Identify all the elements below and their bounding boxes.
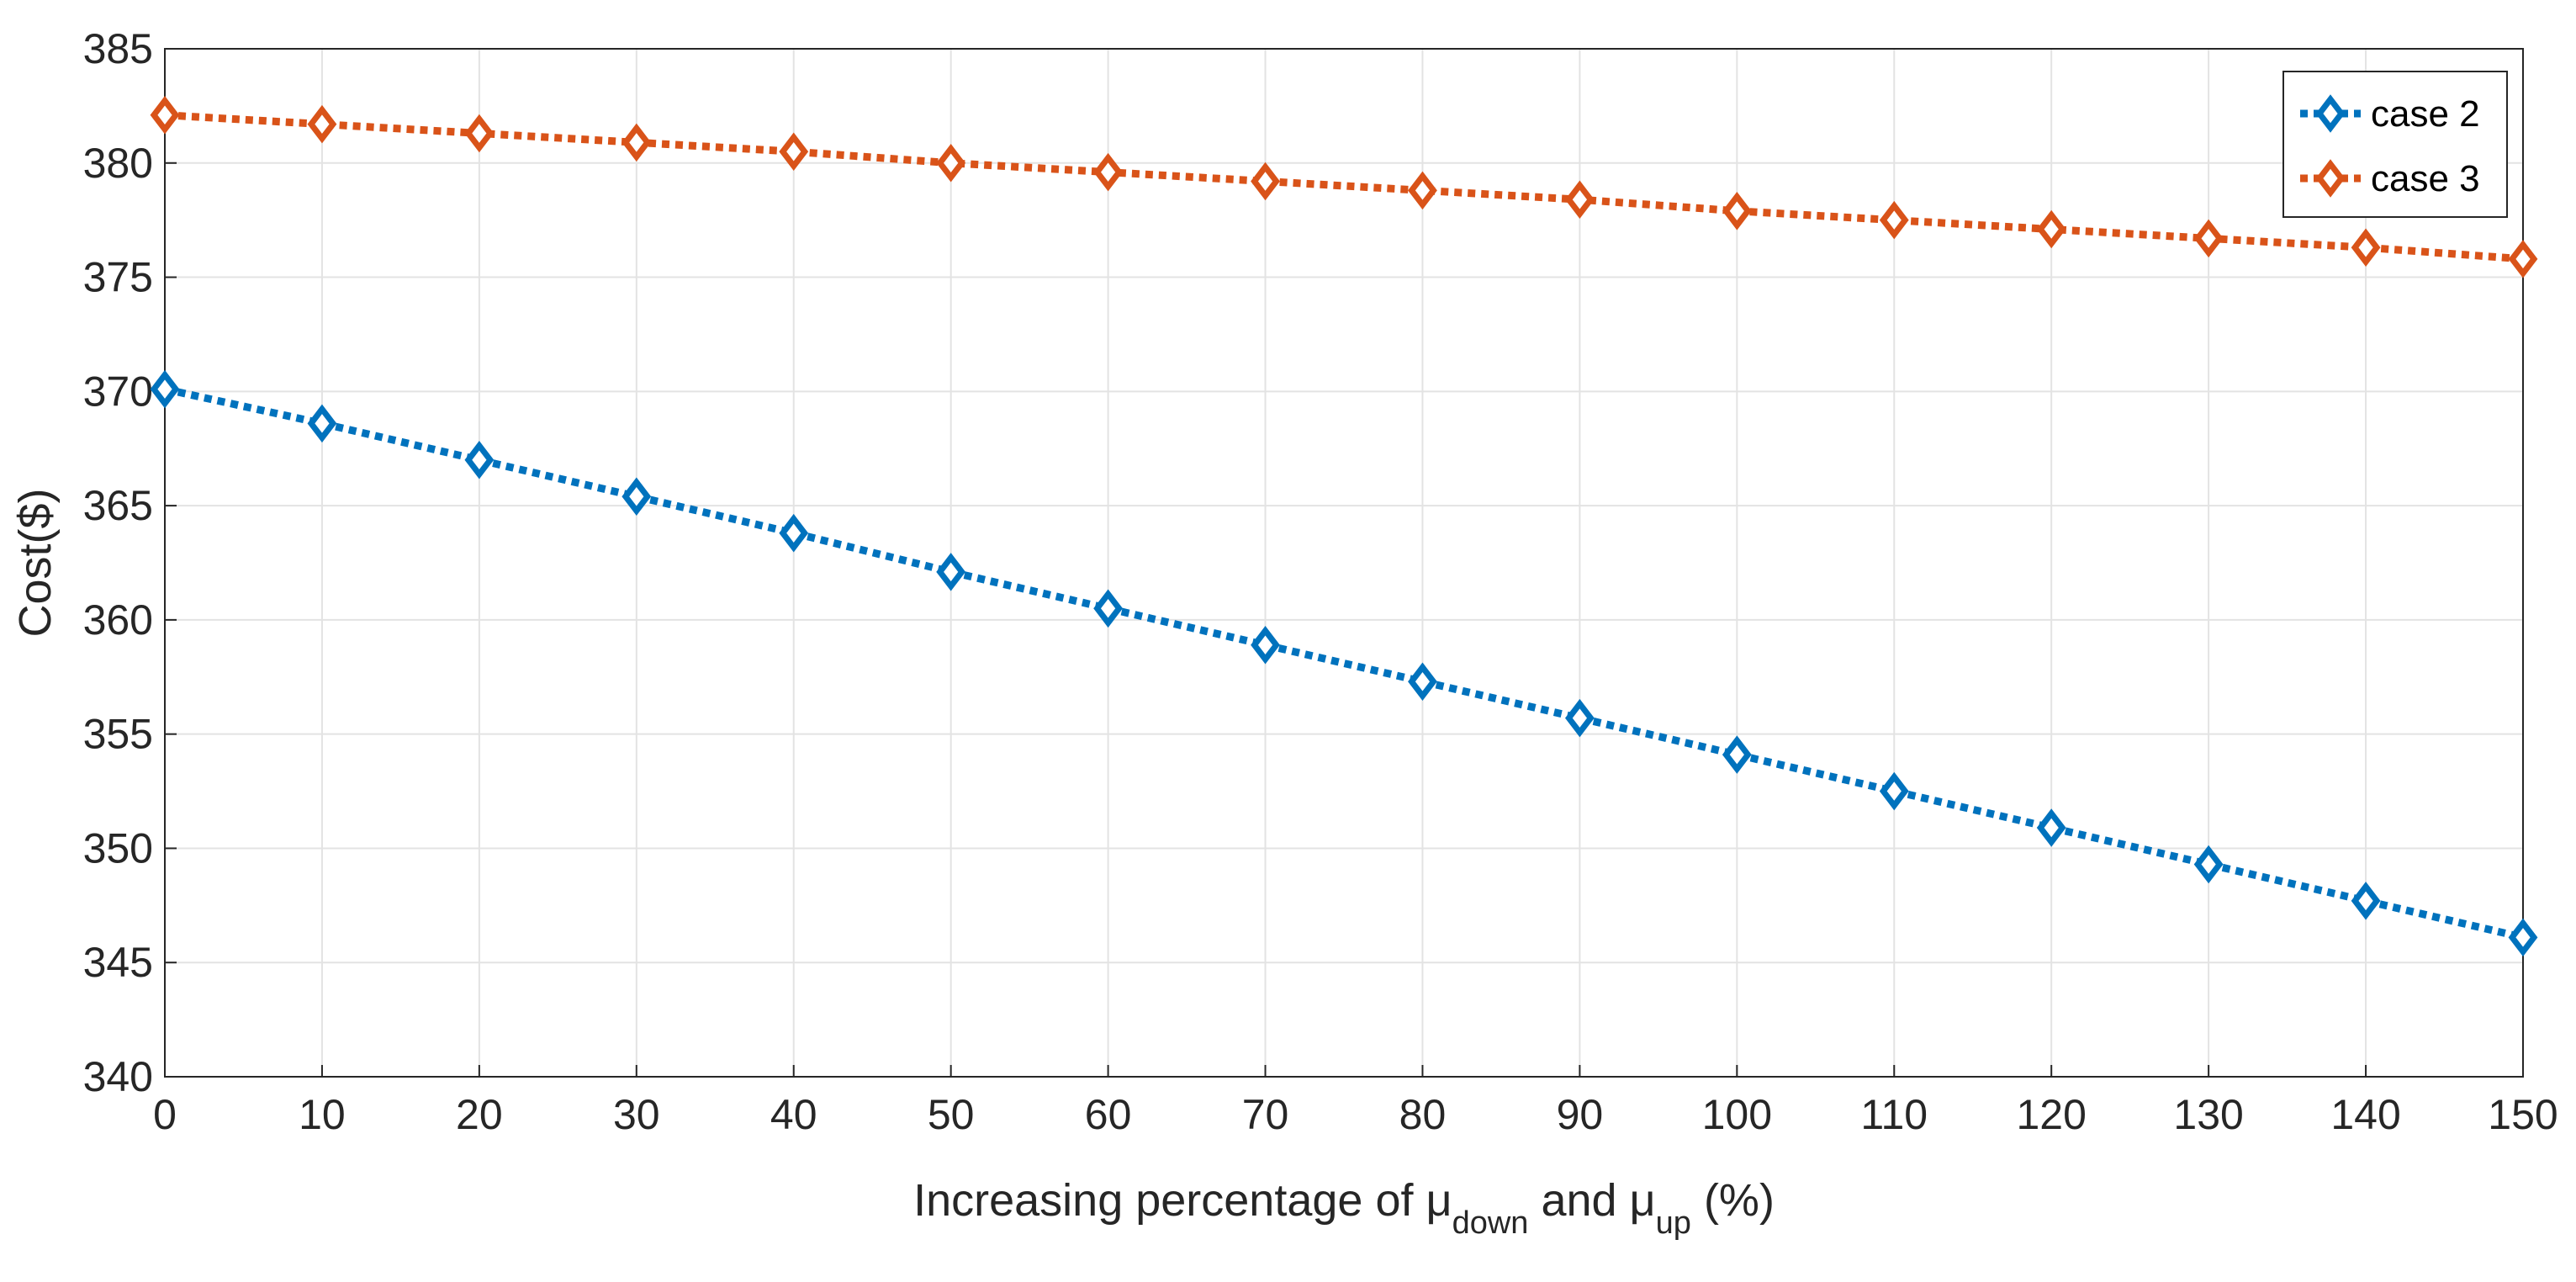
data-point-marker	[307, 404, 337, 443]
data-point-marker	[1879, 771, 1909, 811]
y-tick-label: 340	[83, 1053, 153, 1100]
x-tick-label: 10	[299, 1091, 346, 1138]
data-point-marker	[1251, 625, 1280, 665]
data-point-marker	[2351, 882, 2381, 920]
x-tick-label: 130	[2173, 1091, 2243, 1138]
data-point-marker	[2508, 918, 2538, 957]
data-point-marker	[1722, 192, 1752, 230]
y-tick-label: 360	[83, 596, 153, 644]
data-point-marker	[2193, 845, 2224, 884]
data-point-marker	[1408, 662, 1437, 701]
legend-item: case 3	[2300, 158, 2480, 199]
legend-label: case 3	[2371, 158, 2480, 199]
series-line	[164, 111, 2524, 263]
data-point-marker	[464, 441, 495, 479]
y-tick-label: 355	[83, 711, 153, 758]
data-point-marker	[1564, 698, 1595, 738]
data-point-marker	[622, 477, 652, 517]
y-axis-ticks: 340 345 350 355 360 365 370 375 380 385	[83, 25, 177, 1100]
x-axis-title-prefix: Increasing percentage of μ	[913, 1175, 1452, 1226]
data-point-marker	[1093, 589, 1124, 628]
data-point-marker	[622, 123, 652, 162]
y-tick-label: 370	[83, 368, 153, 415]
x-tick-label: 100	[1702, 1091, 1772, 1138]
x-tick-label: 20	[456, 1091, 503, 1138]
data-point-marker	[936, 553, 966, 591]
x-tick-label: 0	[153, 1091, 177, 1138]
data-point-marker	[2508, 240, 2538, 278]
data-point-marker	[307, 104, 337, 144]
data-point-marker	[150, 369, 180, 409]
data-point-marker	[779, 513, 809, 553]
data-point-marker	[1251, 162, 1280, 201]
x-tick-label: 40	[770, 1091, 817, 1138]
data-point-marker	[1722, 735, 1752, 774]
y-tick-label: 375	[83, 254, 153, 301]
x-tick-label: 120	[2016, 1091, 2086, 1138]
series-case-3	[150, 95, 2538, 278]
data-point-marker	[936, 144, 966, 183]
data-point-marker	[2036, 209, 2066, 249]
data-point-marker	[150, 95, 180, 135]
y-tick-label: 345	[83, 939, 153, 986]
data-point-marker	[2351, 228, 2381, 268]
legend: case 2 case 3	[2282, 71, 2508, 218]
data-point-marker	[1564, 180, 1595, 219]
x-axis-title-suffix: (%)	[1691, 1175, 1775, 1226]
x-axis-title-middle: and μ	[1528, 1175, 1655, 1226]
x-axis-title-sub-up: up	[1656, 1205, 1691, 1241]
x-tick-label: 60	[1085, 1091, 1132, 1138]
data-point-marker	[2193, 219, 2224, 258]
x-axis-ticks: 0 10 20 30 40 50 60 70 80 90 100 110 120 130 140 150	[153, 1065, 2558, 1138]
y-tick-label: 350	[83, 824, 153, 871]
y-tick-label: 365	[83, 482, 153, 529]
x-tick-label: 50	[928, 1091, 975, 1138]
data-point-marker	[464, 114, 495, 153]
series-case-2	[150, 369, 2538, 957]
data-point-marker	[779, 132, 809, 171]
x-tick-label: 70	[1242, 1091, 1289, 1138]
x-tick-label: 110	[1860, 1091, 1928, 1138]
x-tick-label: 30	[613, 1091, 660, 1138]
data-point-marker	[1093, 152, 1124, 192]
data-point-marker	[1879, 200, 1909, 240]
y-axis-title: Cost($)	[10, 488, 61, 637]
y-tick-label: 385	[83, 25, 153, 72]
x-axis-title-sub-down: down	[1452, 1205, 1529, 1241]
legend-box	[2282, 71, 2508, 218]
x-tick-label: 90	[1557, 1091, 1604, 1138]
legend-marker-sample	[2315, 94, 2346, 133]
x-tick-label: 150	[2488, 1091, 2557, 1138]
data-point-marker	[2036, 808, 2066, 847]
x-axis-title: Increasing percentage of μdown and μup (…	[913, 1175, 1775, 1241]
legend-marker-sample	[2315, 159, 2346, 198]
legend-label: case 2	[2371, 93, 2480, 135]
x-tick-label: 140	[2330, 1091, 2400, 1138]
y-tick-label: 380	[83, 140, 153, 187]
data-point-marker	[1408, 171, 1437, 210]
legend-item: case 2	[2300, 93, 2480, 135]
series-layer	[150, 95, 2538, 957]
plot-area-frame	[164, 48, 2524, 1078]
x-tick-label: 80	[1399, 1091, 1447, 1138]
